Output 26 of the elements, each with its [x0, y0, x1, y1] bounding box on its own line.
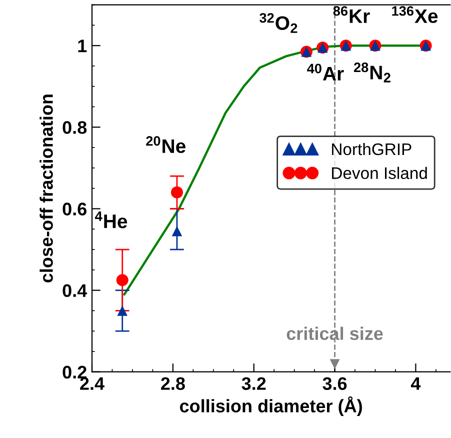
annotation: $^{20}$Ne — [146, 136, 186, 154]
legend-label: NorthGRIP — [332, 142, 412, 156]
point — [117, 306, 128, 316]
annotation: $^{136}$Xe — [392, 6, 438, 24]
y-tick-label: 0.8 — [62, 121, 87, 134]
x-tick-label: 4 — [410, 377, 421, 390]
ref-line-label: critical size — [286, 326, 383, 340]
point — [172, 226, 182, 236]
y-tick-label: 0.2 — [62, 366, 86, 379]
x-tick-label: 3.2 — [242, 377, 266, 390]
x-tick-label: 3.6 — [322, 377, 347, 390]
x-axis-title: collision diameter (Å) — [180, 396, 362, 416]
legend-label: Devon Island — [332, 166, 427, 180]
annotation: $^{32}$O$_{2}$ — [260, 13, 298, 33]
y-tick-label: 0.4 — [62, 284, 88, 298]
point — [116, 274, 128, 286]
annotation: $^{40}$Ar — [307, 64, 344, 80]
annotation: $^{28}$N$_{2}$ — [354, 62, 390, 82]
point — [170, 186, 183, 198]
annotation: $^{86}$Kr — [333, 6, 370, 23]
annotation: $^{4}$He — [95, 211, 128, 228]
y-axis-title: close-off fractionation — [40, 94, 53, 282]
y-tick-label: 0.6 — [62, 202, 86, 216]
x-tick-label: 2.8 — [161, 377, 185, 390]
y-tick-label: 1 — [78, 40, 87, 52]
x-tick-label: 2.4 — [80, 377, 104, 390]
